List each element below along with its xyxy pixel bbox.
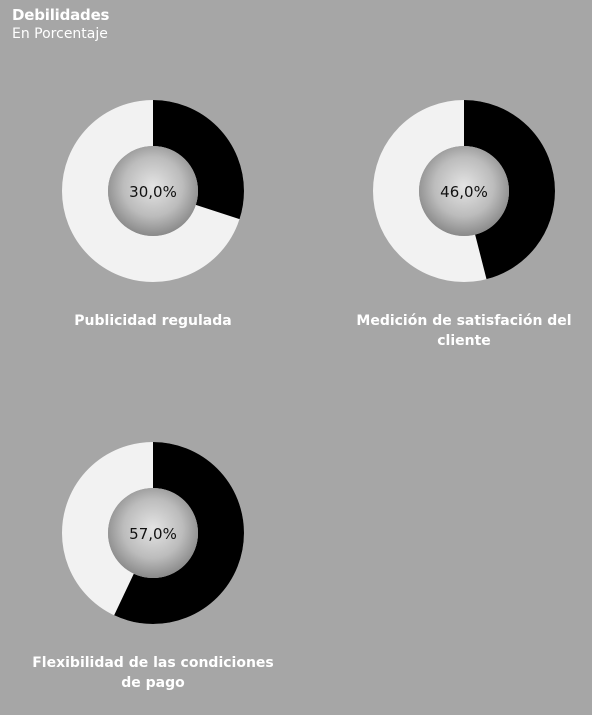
donut-svg: 30,0% — [62, 100, 244, 282]
donut-category-label: Medición de satisfación del cliente — [356, 313, 572, 349]
donut-chart-satisfaccion: 46,0% — [373, 100, 555, 282]
donut-value-slice — [373, 100, 555, 282]
donut-category-label: Publicidad regulada — [74, 313, 232, 329]
donut-value-label: 30,0% — [129, 183, 177, 201]
donut-center — [419, 146, 509, 236]
chart-subtitle: En Porcentaje — [12, 26, 108, 42]
donut-category-label: Flexibilidad de las condiciones de pago — [32, 655, 274, 691]
donut-center — [108, 146, 198, 236]
donut-value-label: 46,0% — [440, 183, 488, 201]
donut-svg: 57,0% — [62, 442, 244, 624]
donut-chart-publicidad: 30,0% — [62, 100, 244, 282]
donut-svg: 46,0% — [373, 100, 555, 282]
donut-center — [108, 488, 198, 578]
donut-value-slice — [62, 442, 244, 624]
chart-header: Debilidades En Porcentaje — [12, 6, 109, 44]
donut-value-slice — [62, 100, 244, 282]
chart-title: Debilidades — [12, 6, 110, 24]
donut-chart-flexibilidad: 57,0% — [62, 442, 244, 624]
donut-value-label: 57,0% — [129, 525, 177, 543]
